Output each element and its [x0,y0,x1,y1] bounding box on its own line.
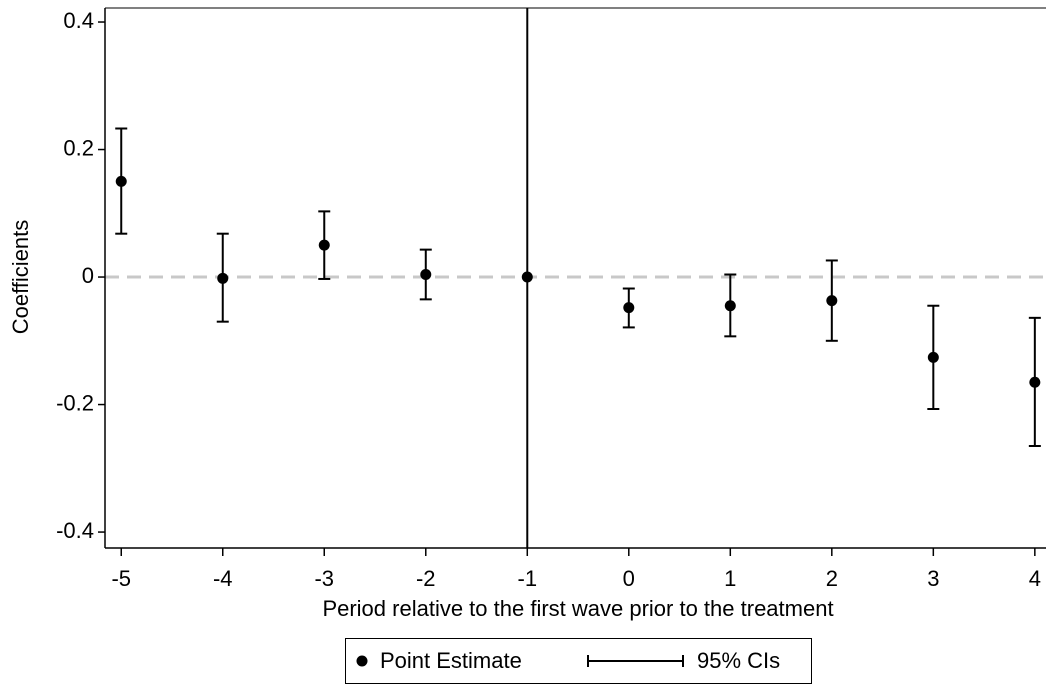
point [115,175,127,187]
point [1029,376,1041,388]
point [927,351,939,363]
x-tick-label: 4 [1029,566,1041,591]
point [521,271,533,283]
point [826,295,838,307]
legend-marker [356,655,368,667]
x-tick-label: 2 [826,566,838,591]
point [217,272,229,284]
point [318,239,330,251]
point [623,302,635,314]
x-tick-label: 3 [927,566,939,591]
x-tick-label: -2 [416,566,436,591]
x-tick-label: -4 [213,566,233,591]
point [420,268,432,280]
x-axis-title: Period relative to the first wave prior … [322,596,833,621]
x-tick-label: -3 [314,566,334,591]
x-tick-label: 1 [724,566,736,591]
x-tick-label: 0 [623,566,635,591]
x-tick-label: -5 [111,566,131,591]
legend-label: Point Estimate [380,648,522,673]
y-tick-label: 0.2 [63,135,94,160]
y-axis-title: Coefficients [8,220,33,335]
legend-label: 95% CIs [697,648,780,673]
x-tick-label: -1 [518,566,538,591]
y-tick-label: -0.4 [56,518,94,543]
point [724,300,736,312]
y-tick-label: -0.2 [56,390,94,415]
y-tick-label: 0 [82,263,94,288]
y-tick-label: 0.4 [63,8,94,33]
